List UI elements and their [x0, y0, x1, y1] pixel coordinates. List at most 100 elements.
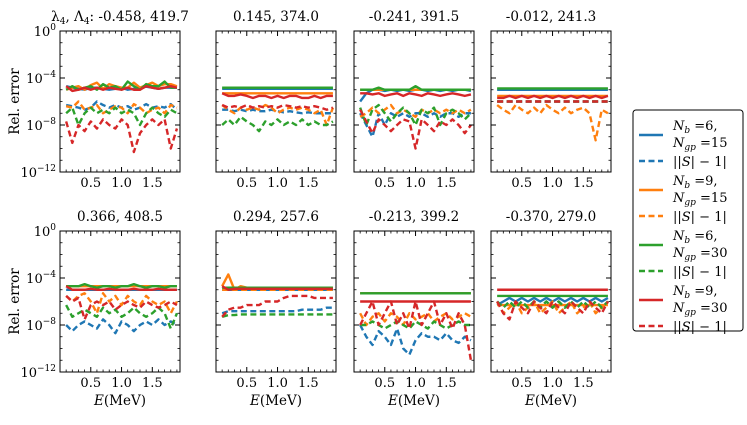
x-tick-label: 1.0	[111, 376, 132, 391]
y-tick-label: 10−12	[20, 364, 56, 381]
x-tick-label: 1.0	[542, 376, 563, 391]
legend-label: ||S| − 1|	[673, 210, 727, 225]
y-tick-label: 10−4	[26, 270, 56, 287]
x-tick-label: 1.0	[111, 176, 132, 191]
series-line-4	[65, 292, 178, 315]
legend-entry-6: ||S| − 1|	[639, 265, 727, 280]
series-line-7	[65, 85, 178, 93]
panel-title: -0.370, 279.0	[506, 209, 596, 225]
series-line-8	[359, 300, 473, 361]
x-tick-label: 0.5	[511, 376, 532, 391]
y-tick-label: 10−4	[26, 70, 56, 87]
legend-entry-3: Nb =9,Ngp =15	[639, 174, 727, 208]
x-tick-label: 1.0	[405, 376, 426, 391]
legend-label: Ngp =15	[672, 191, 727, 208]
legend-label: Nb =6,	[672, 229, 718, 246]
legend-entry-2: ||S| − 1|	[639, 155, 727, 170]
x-axis-label: E(MeV)	[93, 393, 146, 409]
series-line-2	[65, 318, 178, 335]
x-tick-label: 0.5	[374, 176, 395, 191]
plot-frame	[215, 30, 337, 173]
chart-panel-5: 0.5 1.0 1.5 100 10−4 10−8 10−12 0.366, 408.5 Rel…	[7, 209, 181, 409]
legend-entry-4: ||S| − 1|	[639, 210, 727, 225]
panels: 0.5 1.0 1.5 100 10−4 10−8 10−12 λ4, Λ4: -0.458,…	[7, 9, 612, 409]
y-tick-label: 10−8	[26, 117, 56, 134]
x-tick-label: 0.5	[511, 176, 532, 191]
panel-title: 0.145, 374.0	[233, 9, 319, 25]
x-tick-label: 1.0	[267, 376, 288, 391]
legend-label: Ngp =15	[672, 136, 727, 153]
legend: Nb =6,Ngp =15||S| − 1|Nb =9,Ngp =15||S| …	[632, 109, 744, 335]
legend-entry-7: Nb =9,Ngp =30	[639, 284, 727, 318]
series-line-7	[65, 285, 177, 291]
series-line-8	[64, 118, 179, 154]
legend-label: ||S| − 1|	[673, 155, 727, 170]
y-tick-label: 100	[34, 23, 57, 40]
y-axis-label: Rel. error	[7, 68, 23, 135]
legend-label: Nb =9,	[672, 174, 718, 191]
x-tick-label: 0.5	[374, 376, 395, 391]
chart-panel-2: 0.5 1.0 1.5 0.145, 374.0	[215, 9, 337, 191]
legend-entry-5: Nb =6,Ngp =30	[639, 229, 727, 263]
panel-title: -0.213, 399.2	[369, 209, 459, 225]
series-line-6	[65, 106, 178, 127]
series-line-2	[359, 324, 472, 356]
series-line-7	[221, 92, 333, 100]
plot-frame	[59, 230, 181, 373]
series-line-8	[221, 294, 333, 318]
legend-label: ||S| − 1|	[673, 320, 727, 335]
series-line-6	[221, 115, 334, 133]
x-tick-label: 1.5	[142, 176, 163, 191]
x-tick-label: 1.5	[573, 376, 594, 391]
panel-title: -0.012, 241.3	[506, 9, 596, 25]
series-line-8	[221, 103, 334, 111]
series-line-6	[221, 313, 333, 318]
x-tick-label: 1.5	[142, 376, 163, 391]
x-tick-label: 1.0	[542, 176, 563, 191]
x-tick-label: 0.5	[80, 176, 101, 191]
legend-label: Ngp =30	[672, 246, 727, 263]
legend-entry-8: ||S| − 1|	[639, 320, 727, 335]
chart-panel-4: 0.5 1.0 1.5 -0.012, 241.3	[490, 9, 612, 191]
x-axis-label: E(MeV)	[249, 393, 302, 409]
series-line-6	[496, 300, 609, 309]
chart-panel-7: 0.5 1.0 1.5 -0.213, 399.2 E(MeV)	[353, 209, 475, 409]
panel-title: 0.366, 408.5	[77, 209, 163, 225]
panel-title: λ4, Λ4: -0.458, 419.7	[51, 9, 189, 27]
y-tick-label: 10−8	[26, 317, 56, 334]
y-tick-label: 10−12	[20, 164, 56, 181]
legend-entry-1: Nb =6,Ngp =15	[639, 119, 727, 153]
series-line-8	[359, 109, 472, 150]
x-tick-label: 1.5	[298, 376, 319, 391]
y-axis-label: Rel. error	[7, 268, 23, 335]
x-axis-label: E(MeV)	[387, 393, 440, 409]
series-line-4	[359, 312, 472, 327]
x-tick-label: 1.5	[298, 176, 319, 191]
chart-panel-1: 0.5 1.0 1.5 100 10−4 10−8 10−12 λ4, Λ4: -0.458,…	[7, 9, 189, 191]
plot-frame	[353, 30, 475, 173]
panel-title: 0.294, 257.6	[233, 209, 319, 225]
x-tick-label: 1.0	[267, 176, 288, 191]
chart-panel-8: 0.5 1.0 1.5 -0.370, 279.0 E(MeV)	[490, 209, 612, 409]
x-tick-label: 0.5	[80, 376, 101, 391]
series-line-4	[65, 100, 178, 115]
series-line-8	[496, 300, 609, 321]
series-line-5	[360, 85, 471, 91]
series-line-7	[497, 94, 609, 100]
x-axis-label: E(MeV)	[524, 393, 577, 409]
y-tick-label: 100	[34, 223, 57, 240]
x-tick-label: 1.5	[573, 176, 594, 191]
panel-title: -0.241, 391.5	[369, 9, 459, 25]
x-tick-label: 1.5	[436, 176, 457, 191]
x-tick-label: 0.5	[236, 176, 257, 191]
legend-box	[632, 109, 744, 332]
x-tick-label: 0.5	[236, 376, 257, 391]
series-line-7	[360, 92, 472, 98]
legend-label: Nb =9,	[672, 284, 718, 301]
series-line-8	[65, 295, 178, 321]
x-tick-label: 1.0	[405, 176, 426, 191]
series-line-4	[359, 103, 472, 118]
chart-panel-6: 0.5 1.0 1.5 0.294, 257.6 E(MeV)	[215, 209, 337, 409]
x-tick-label: 1.5	[436, 376, 457, 391]
